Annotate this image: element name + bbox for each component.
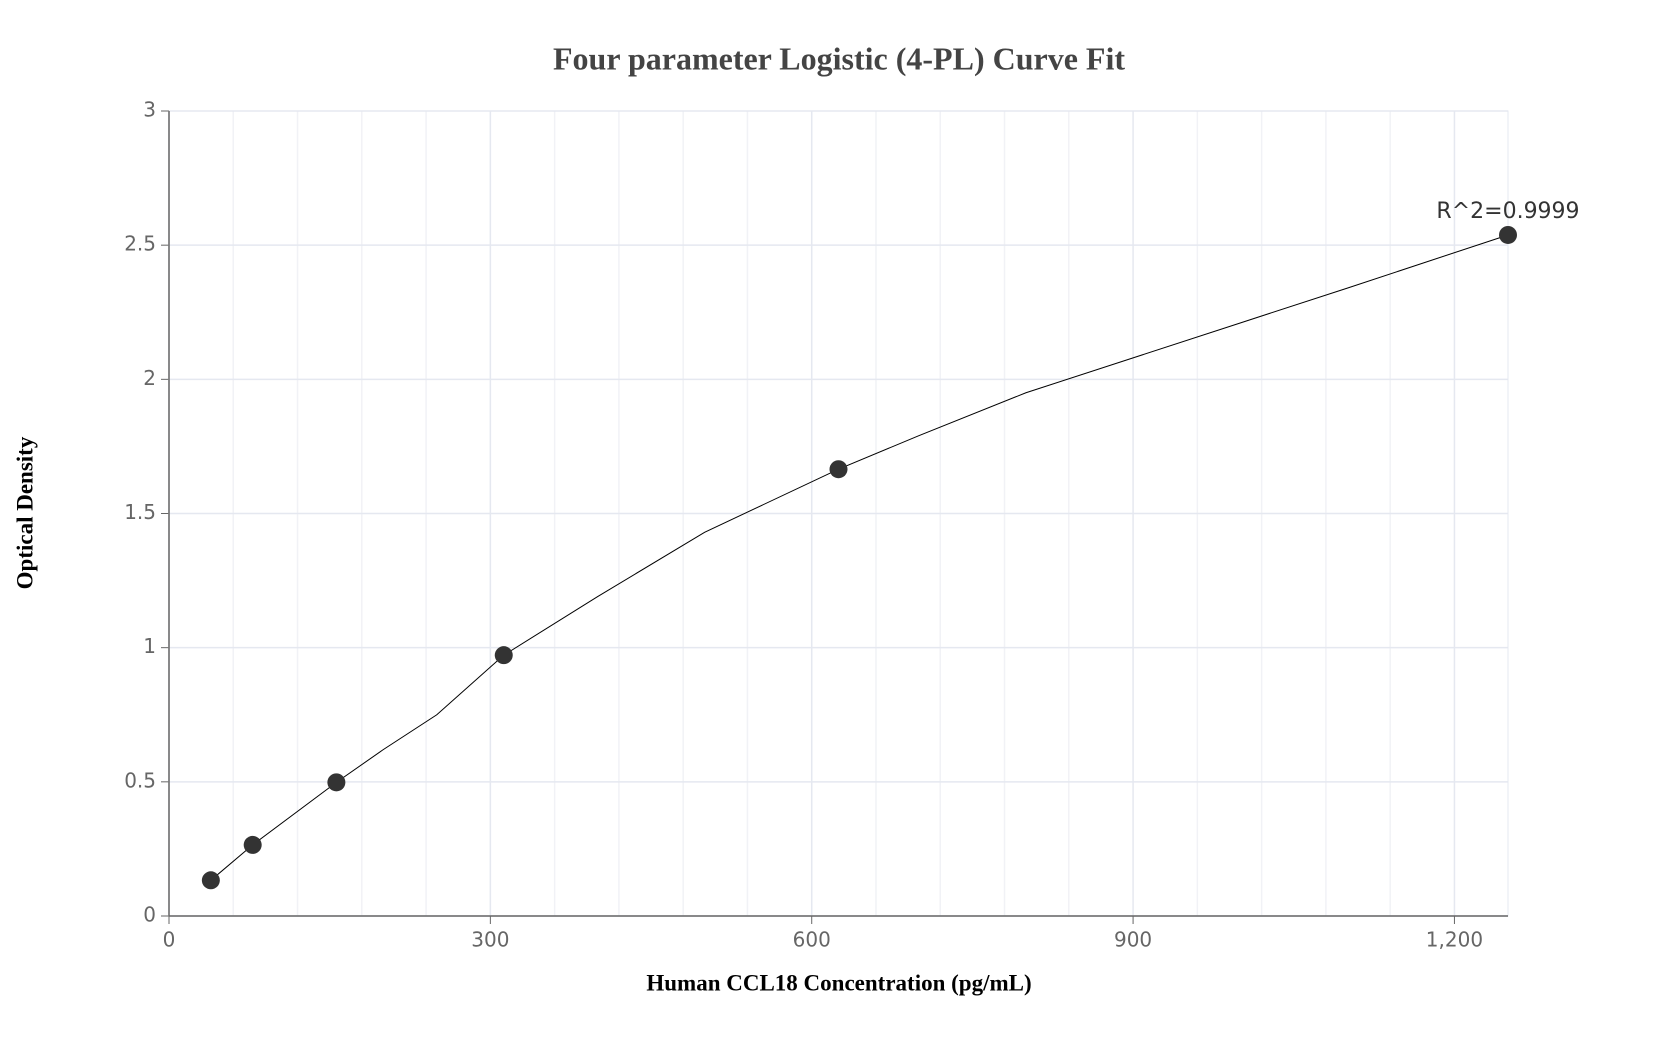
y-tick-label: 0 — [143, 903, 156, 927]
x-tick-label: 600 — [793, 928, 831, 952]
data-point — [201, 871, 220, 890]
y-tick-label: 0.5 — [124, 768, 156, 792]
data-point — [327, 773, 346, 792]
x-tick-label: 1,200 — [1426, 928, 1483, 952]
x-tick-label: 300 — [471, 928, 509, 952]
data-point — [243, 835, 262, 854]
x-tick-label: 0 — [163, 928, 176, 952]
x-axis-label: Human CCL18 Concentration (pg/mL) — [646, 970, 1031, 995]
y-tick-label: 2.5 — [124, 232, 156, 256]
y-tick-label: 1.5 — [124, 500, 156, 524]
data-point — [829, 460, 848, 479]
chart-title: Four parameter Logistic (4-PL) Curve Fit — [553, 40, 1125, 76]
y-tick-label: 3 — [143, 98, 156, 122]
y-tick-label: 2 — [143, 366, 156, 390]
y-tick-label: 1 — [143, 634, 156, 658]
data-point — [1499, 225, 1517, 244]
annotation: R^2=0.9999 — [1436, 199, 1579, 224]
x-tick-label: 900 — [1114, 928, 1152, 952]
fit-curve — [210, 234, 1509, 881]
data-point — [494, 646, 513, 665]
y-axis-label: Optical Density — [12, 436, 37, 589]
